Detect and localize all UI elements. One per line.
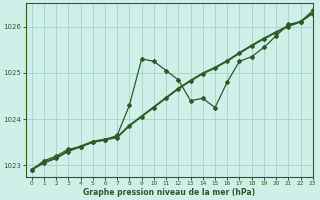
X-axis label: Graphe pression niveau de la mer (hPa): Graphe pression niveau de la mer (hPa) <box>83 188 255 197</box>
